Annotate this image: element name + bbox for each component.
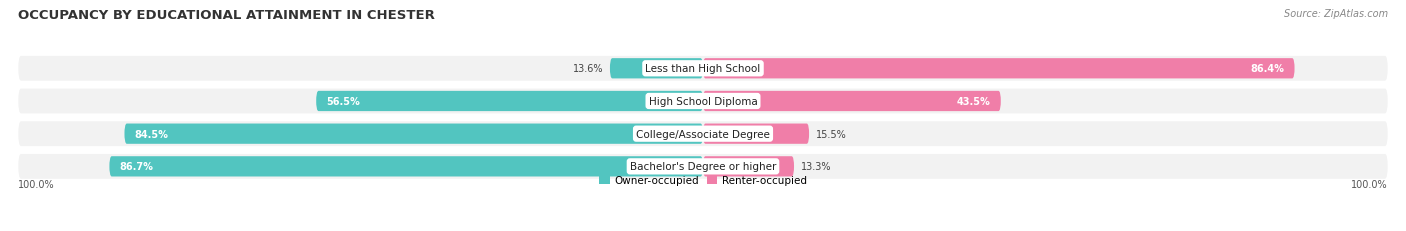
FancyBboxPatch shape [124,124,703,144]
Text: Bachelor's Degree or higher: Bachelor's Degree or higher [630,162,776,172]
Text: College/Associate Degree: College/Associate Degree [636,129,770,139]
Text: 84.5%: 84.5% [135,129,169,139]
Text: 100.0%: 100.0% [18,179,55,189]
FancyBboxPatch shape [703,157,794,177]
Text: 43.5%: 43.5% [957,97,991,106]
Text: Source: ZipAtlas.com: Source: ZipAtlas.com [1284,9,1388,19]
FancyBboxPatch shape [18,89,1388,114]
FancyBboxPatch shape [316,91,703,112]
Text: 13.6%: 13.6% [572,64,603,74]
FancyBboxPatch shape [18,57,1388,81]
FancyBboxPatch shape [703,124,808,144]
Text: 86.7%: 86.7% [120,162,153,172]
Legend: Owner-occupied, Renter-occupied: Owner-occupied, Renter-occupied [599,176,807,186]
FancyBboxPatch shape [703,59,1295,79]
FancyBboxPatch shape [18,122,1388,146]
FancyBboxPatch shape [110,157,703,177]
FancyBboxPatch shape [18,154,1388,179]
Text: Less than High School: Less than High School [645,64,761,74]
FancyBboxPatch shape [703,91,1001,112]
Text: 56.5%: 56.5% [326,97,360,106]
Text: 86.4%: 86.4% [1250,64,1284,74]
FancyBboxPatch shape [610,59,703,79]
Text: High School Diploma: High School Diploma [648,97,758,106]
Text: 100.0%: 100.0% [1351,179,1388,189]
Text: 15.5%: 15.5% [815,129,846,139]
Text: 13.3%: 13.3% [801,162,831,172]
Text: OCCUPANCY BY EDUCATIONAL ATTAINMENT IN CHESTER: OCCUPANCY BY EDUCATIONAL ATTAINMENT IN C… [18,9,434,22]
